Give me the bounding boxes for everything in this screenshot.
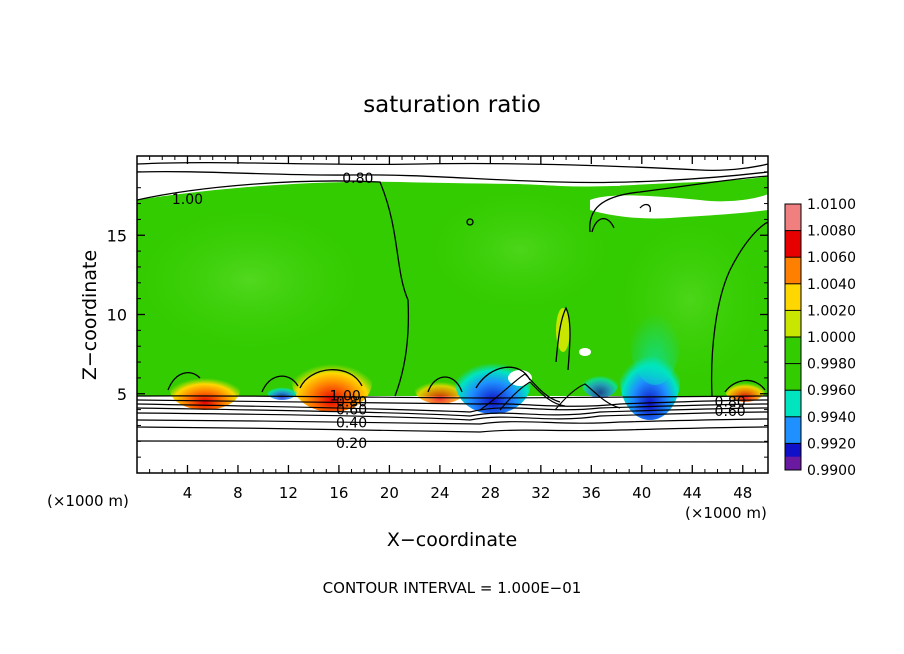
hot-spot xyxy=(415,376,465,404)
contour-band xyxy=(137,373,768,443)
field-texture xyxy=(140,210,360,350)
colorbar-label: 0.9960 xyxy=(807,383,856,399)
contour-label: 0.60 xyxy=(336,403,367,419)
x-tick-label: 24 xyxy=(430,484,449,502)
colorbar-label: 1.0100 xyxy=(807,197,856,213)
hot-spot xyxy=(170,370,240,410)
contour-label: 1.00 xyxy=(330,388,361,404)
contour-label: 1.00 xyxy=(172,192,203,208)
colorbar-swatch xyxy=(785,337,801,365)
x-tick-label: 40 xyxy=(632,484,651,502)
contour-label: 0.80 xyxy=(342,171,373,187)
contour-label: 0.60 xyxy=(715,404,746,420)
colorbar-label: 1.0080 xyxy=(807,224,856,240)
y-axis: 5 10 15 xyxy=(107,171,768,458)
x-axis-unit: (×1000 m) xyxy=(685,504,767,522)
colorbar-swatch xyxy=(785,283,801,311)
y-axis-unit: (×1000 m) xyxy=(47,492,129,510)
x-axis: 4 8 12 16 20 24 28 32 36 40 44 48 xyxy=(149,156,756,502)
colorbar-swatch xyxy=(785,416,801,444)
y-tick-label: 10 xyxy=(107,306,127,325)
colorbar-swatch xyxy=(785,257,801,285)
y-axis-label: Z−coordinate xyxy=(79,250,101,380)
colorbar-label: 1.0040 xyxy=(807,277,856,293)
clear-region xyxy=(137,170,620,200)
y-tick-label: 15 xyxy=(107,226,127,245)
x-tick-label: 16 xyxy=(329,484,348,502)
field-texture xyxy=(430,190,610,310)
x-tick-label: 4 xyxy=(183,484,193,502)
x-tick-label: 20 xyxy=(380,484,399,502)
colorbar-label: 1.0020 xyxy=(807,303,856,319)
x-axis-label: X−coordinate xyxy=(387,529,517,551)
clear-region xyxy=(590,194,768,219)
x-tick-label: 32 xyxy=(531,484,550,502)
colorbar-label: 0.9940 xyxy=(807,410,856,426)
hot-spot xyxy=(556,308,570,352)
colorbar-label: 0.9920 xyxy=(807,436,856,452)
contour-label: 0.80 xyxy=(336,395,367,411)
contour-labels: 0.801.001.000.800.600.400.200.800.60 xyxy=(172,171,746,452)
x-tick-label: 36 xyxy=(582,484,601,502)
x-tick-label: 8 xyxy=(233,484,243,502)
colorbar-label: 1.0000 xyxy=(807,330,856,346)
colorbar-swatch xyxy=(785,456,801,470)
colorbar-swatch xyxy=(785,310,801,338)
x-tick-label: 12 xyxy=(279,484,298,502)
colorbar-label: 0.9980 xyxy=(807,357,856,373)
cold-spot xyxy=(582,370,618,398)
chart-title: saturation ratio xyxy=(363,92,541,118)
colorbar-swatch xyxy=(785,204,801,232)
colorbar: 1.0100 1.0080 1.0060 1.0040 1.0020 1.0000 0.99… xyxy=(784,197,856,479)
colorbar-label: 0.9900 xyxy=(807,463,856,479)
contour-interval-note: CONTOUR INTERVAL = 1.000E−01 xyxy=(323,579,582,597)
cold-spot xyxy=(267,384,297,400)
contour-label: 0.40 xyxy=(336,415,367,431)
contour-lines xyxy=(137,161,768,397)
colorbar-swatch xyxy=(785,390,801,418)
cold-spot xyxy=(630,295,680,385)
y-tick-label: 5 xyxy=(117,385,127,404)
colorbar-label: 1.0060 xyxy=(807,250,856,266)
contour-label: 0.20 xyxy=(336,436,367,452)
colorbar-swatch xyxy=(785,363,801,391)
clear-region xyxy=(579,348,591,356)
x-tick-label: 28 xyxy=(481,484,500,502)
colorbar-swatch xyxy=(785,230,801,258)
x-tick-label: 48 xyxy=(733,484,752,502)
plot-area: 0.801.001.000.800.600.400.200.800.60 xyxy=(137,156,768,473)
x-tick-label: 44 xyxy=(683,484,702,502)
contour-label: 0.80 xyxy=(715,395,746,411)
